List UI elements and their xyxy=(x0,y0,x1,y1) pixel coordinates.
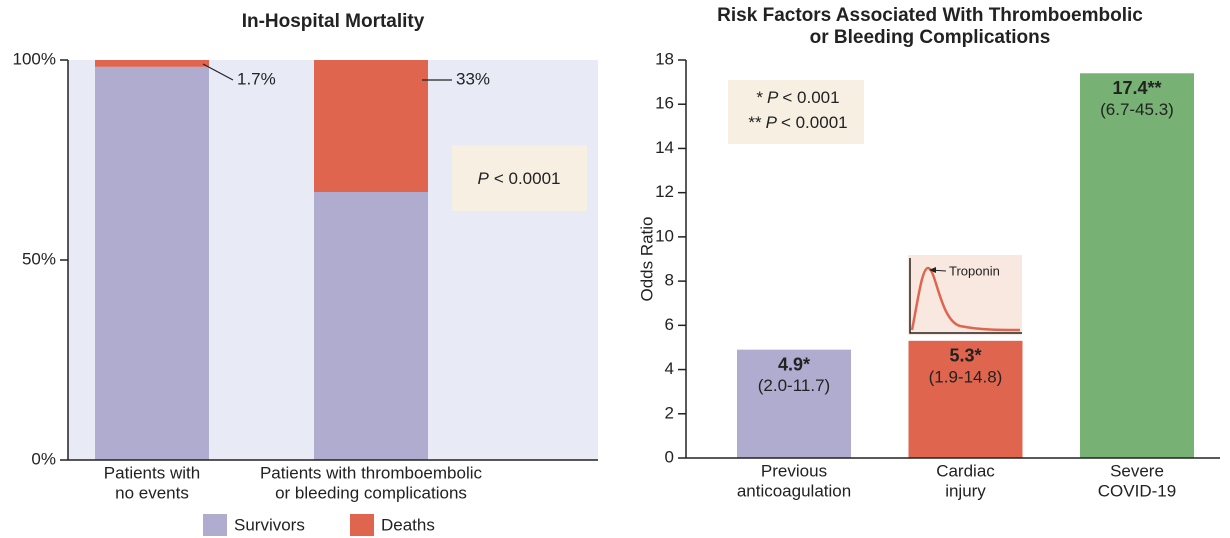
value-label: 4.9* xyxy=(778,354,810,374)
x-tick-label: anticoagulation xyxy=(737,481,851,500)
y-tick-label: 12 xyxy=(655,182,674,201)
x-tick-label: Severe xyxy=(1110,461,1164,480)
value-label: 33% xyxy=(456,69,490,88)
x-tick-label: no events xyxy=(115,483,189,502)
y-tick-label: 18 xyxy=(655,49,674,68)
y-tick-label: 10 xyxy=(655,226,674,245)
x-tick-label: Previous xyxy=(761,461,827,480)
y-tick-label: 16 xyxy=(655,94,674,113)
bar-segment xyxy=(95,67,209,460)
note-part: < 0.001 xyxy=(782,88,839,107)
chart-title: Risk Factors Associated With Thromboembo… xyxy=(717,5,1143,26)
annotation-part: P xyxy=(478,169,490,188)
legend-swatch xyxy=(350,514,374,536)
bar xyxy=(1080,73,1194,458)
bar-segment xyxy=(314,192,428,460)
x-tick-label: injury xyxy=(945,481,986,500)
y-axis-label: Odds Ratio xyxy=(637,216,656,301)
chart-title: In-Hospital Mortality xyxy=(242,11,425,32)
note-part: P xyxy=(767,88,779,107)
y-tick-label: 6 xyxy=(665,315,674,334)
inset-label: Troponin xyxy=(949,263,1000,278)
bar-segment xyxy=(95,60,209,67)
y-tick-label: 8 xyxy=(665,271,674,290)
ci-label: (2.0-11.7) xyxy=(758,376,830,395)
bar-segment xyxy=(314,60,428,192)
y-tick-label: 100% xyxy=(13,49,56,68)
x-tick-label: COVID-19 xyxy=(1098,481,1176,500)
x-tick-label: Cardiac xyxy=(936,461,995,480)
value-label: 5.3* xyxy=(949,346,981,366)
y-tick-label: 4 xyxy=(665,359,674,378)
legend-label: Survivors xyxy=(234,515,305,534)
x-tick-label: or bleeding complications xyxy=(275,483,467,502)
legend-swatch xyxy=(203,514,227,536)
figure: Troponin In-Hospital Mortality 0% 50% 100% P… xyxy=(0,0,1230,538)
note-part: < 0.0001 xyxy=(781,113,848,132)
chart-title: or Bleeding Complications xyxy=(810,27,1051,48)
note-part: ** xyxy=(748,113,762,132)
legend-label: Deaths xyxy=(381,515,435,534)
value-label: 17.4** xyxy=(1112,78,1161,98)
note-part: P xyxy=(766,113,778,132)
ci-label: (1.9-14.8) xyxy=(929,367,1003,386)
x-tick-label: Patients with xyxy=(104,463,200,482)
note: *P< 0.001 xyxy=(756,88,839,107)
y-tick-label: 2 xyxy=(665,403,674,422)
y-tick-label: 14 xyxy=(655,138,674,157)
note-part: * xyxy=(756,88,763,107)
y-tick-label: 50% xyxy=(22,249,56,268)
ci-label: (6.7-45.3) xyxy=(1100,100,1174,119)
y-tick-label: 0 xyxy=(665,447,674,466)
annotation-part: < 0.0001 xyxy=(494,169,561,188)
y-tick-label: 0% xyxy=(31,449,56,468)
value-label: 1.7% xyxy=(237,69,276,88)
x-tick-label: Patients with thromboembolic xyxy=(260,463,483,482)
